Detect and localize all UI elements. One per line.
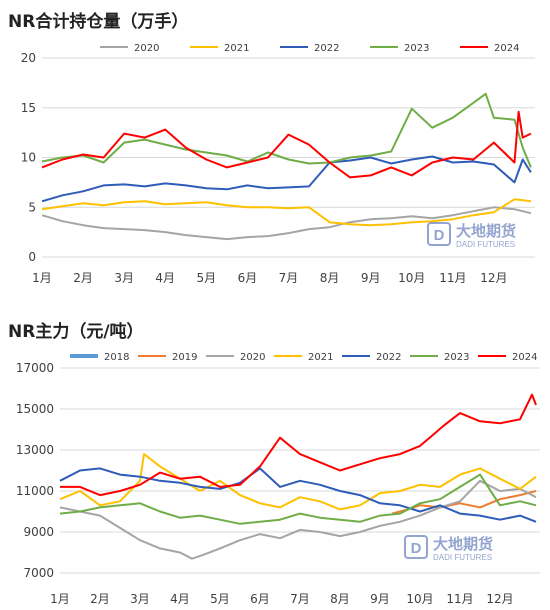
watermark-name-en: DADI FUTURES [433, 553, 492, 562]
legend-label: 2019 [172, 352, 197, 363]
y-tick-label: 15000 [16, 402, 54, 416]
watermark-logo-letter: D [434, 227, 445, 244]
y-tick-label: 0 [28, 250, 36, 264]
x-tick-label: 6月 [250, 592, 270, 606]
watermark-logo [427, 222, 451, 246]
y-tick-label: 7000 [23, 566, 54, 580]
x-tick-label: 10月 [398, 271, 425, 285]
x-tick-label: 6月 [238, 271, 258, 285]
x-tick-label: 7月 [290, 592, 310, 606]
legend-label: 2021 [308, 352, 333, 363]
legend-label: 2024 [494, 43, 519, 54]
series-line-2023 [41, 92, 532, 168]
x-tick-label: 11月 [446, 592, 473, 606]
holdings-chart-panel: NR合计持仓量（万手） 0 5 10 15 20 1月 2月 3月 4月 5月 6月 7月 8月 9月 10… [0, 0, 550, 300]
x-tick-label: 12月 [486, 592, 513, 606]
x-tick-label: 5月 [197, 271, 217, 285]
x-tick-label: 4月 [170, 592, 190, 606]
series-line-2022 [59, 467, 537, 523]
legend-label: 2024 [512, 352, 537, 363]
x-tick-label: 1月 [32, 271, 52, 285]
x-tick-label: 12月 [480, 271, 507, 285]
x-tick-label: 5月 [210, 592, 230, 606]
watermark-name-en: DADI FUTURES [456, 240, 515, 249]
series-line-2022 [41, 155, 532, 203]
y-tick-label: 17000 [16, 361, 54, 375]
x-tick-label: 7月 [279, 271, 299, 285]
legend-label: 2020 [134, 43, 159, 54]
price-chart-panel: NR主力（元/吨） 7000 9000 11000 13000 15000 17000 1月… [0, 305, 550, 610]
watermark-logo [404, 535, 428, 559]
y-tick-label: 15 [21, 101, 36, 115]
legend-label: 2018 [104, 352, 129, 363]
price-chart: 7000 9000 11000 13000 15000 17000 1月 2月 3月 4月 5月 6月… [16, 352, 540, 606]
legend-label: 2021 [224, 43, 249, 54]
legend-label: 2020 [240, 352, 265, 363]
watermark-logo-letter: D [411, 540, 422, 557]
y-tick-label: 10 [21, 151, 36, 165]
x-tick-label: 9月 [361, 271, 381, 285]
x-tick-label: 8月 [320, 271, 340, 285]
y-tick-label: 20 [21, 51, 36, 65]
x-tick-label: 8月 [330, 592, 350, 606]
x-tick-label: 3月 [130, 592, 150, 606]
chart-title: NR合计持仓量（万手） [8, 12, 189, 32]
series-line-2023 [59, 473, 537, 525]
x-tick-label: 4月 [155, 271, 175, 285]
x-tick-label: 11月 [439, 271, 466, 285]
x-tick-label: 3月 [114, 271, 134, 285]
holdings-chart: 0 5 10 15 20 1月 2月 3月 4月 5月 6月 7月 8月 9月 10月 11月 12月 2020 2… [21, 43, 535, 285]
series-line-2020 [59, 479, 537, 560]
x-tick-label: 2月 [73, 271, 93, 285]
watermark-name-cn: 大地期货 [456, 222, 516, 240]
y-tick-label: 9000 [23, 525, 54, 539]
chart-title: NR主力（元/吨） [8, 322, 144, 342]
y-tick-label: 5 [28, 200, 36, 214]
x-tick-label: 9月 [370, 592, 390, 606]
x-tick-label: 10月 [406, 592, 433, 606]
series-line-2020 [41, 206, 532, 241]
y-tick-label: 13000 [16, 443, 54, 457]
x-tick-label: 1月 [50, 592, 70, 606]
series-line-2024 [60, 393, 537, 497]
legend-label: 2022 [314, 43, 339, 54]
watermark-name-cn: 大地期货 [433, 535, 493, 553]
series-line-2024 [41, 110, 532, 179]
x-tick-label: 2月 [90, 592, 110, 606]
legend-label: 2023 [444, 352, 469, 363]
legend-label: 2022 [376, 352, 401, 363]
legend-label: 2023 [404, 43, 429, 54]
series-line-2021 [41, 198, 532, 227]
y-tick-label: 11000 [16, 484, 54, 498]
